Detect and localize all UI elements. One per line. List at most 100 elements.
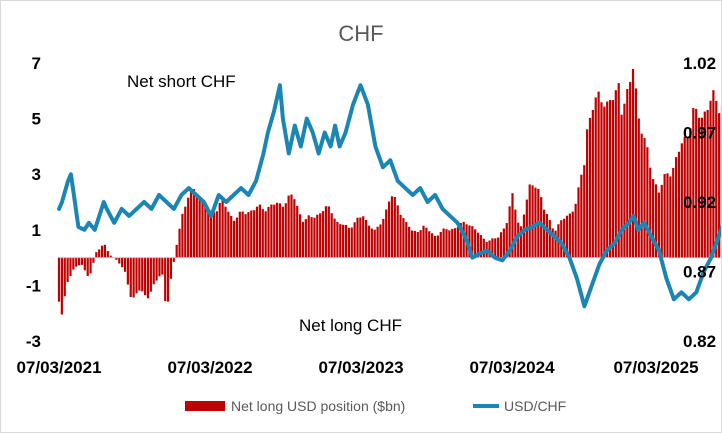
- x-tick-label: 07/03/2022: [167, 358, 252, 377]
- bar: [193, 189, 195, 257]
- bar: [445, 229, 447, 257]
- bar: [448, 230, 450, 257]
- bar: [354, 222, 356, 257]
- bar: [273, 205, 275, 258]
- bar: [239, 212, 241, 258]
- bar: [434, 236, 436, 258]
- right-tick-label: 0.87: [683, 263, 716, 282]
- bar: [712, 90, 714, 257]
- bar: [623, 104, 625, 258]
- bar: [600, 102, 602, 257]
- bar: [107, 251, 109, 258]
- bar: [615, 90, 617, 257]
- bar: [365, 220, 367, 258]
- bar: [374, 230, 376, 258]
- bar: [549, 220, 551, 258]
- bar: [150, 258, 152, 292]
- bar: [603, 107, 605, 258]
- bar: [133, 258, 135, 298]
- bar: [399, 215, 401, 258]
- bar: [575, 204, 577, 258]
- bar: [170, 258, 172, 279]
- bar: [664, 174, 666, 258]
- bar: [652, 179, 654, 258]
- bars-layer: [58, 69, 721, 315]
- bar: [204, 205, 206, 257]
- bar: [325, 206, 327, 257]
- bar: [293, 199, 295, 257]
- bar: [316, 215, 318, 258]
- bar: [253, 210, 255, 257]
- bar: [422, 226, 424, 258]
- bar: [333, 219, 335, 258]
- bar: [262, 209, 264, 258]
- bar: [569, 213, 571, 257]
- bar: [302, 222, 304, 258]
- bar: [98, 249, 100, 257]
- bar: [666, 173, 668, 257]
- bar: [256, 207, 258, 258]
- bar: [342, 225, 344, 258]
- bar: [167, 258, 169, 302]
- bar: [178, 229, 180, 258]
- bar: [313, 218, 315, 258]
- bar: [181, 214, 183, 258]
- annotation-net-short: Net short CHF: [127, 72, 236, 91]
- bar: [219, 203, 221, 258]
- bar: [213, 212, 215, 257]
- right-tick-label: 0.97: [683, 124, 716, 143]
- bar: [259, 205, 261, 258]
- bar: [176, 245, 178, 258]
- bar: [531, 185, 533, 257]
- bar: [443, 228, 445, 257]
- bar: [75, 258, 77, 267]
- bar: [305, 219, 307, 258]
- bar: [247, 212, 249, 257]
- bar: [402, 218, 404, 258]
- left-tick-label: 1: [32, 221, 41, 240]
- bar: [560, 220, 562, 257]
- bar: [199, 198, 201, 257]
- bar: [308, 215, 310, 257]
- bar: [265, 211, 267, 257]
- chart-legend: Net long USD position ($bn) USD/CHF: [185, 398, 566, 414]
- bar: [675, 157, 677, 257]
- bar: [81, 258, 83, 265]
- bar: [144, 258, 146, 296]
- bar: [161, 258, 163, 275]
- bar: [661, 185, 663, 258]
- bar: [678, 152, 680, 258]
- bar: [543, 210, 545, 258]
- bar: [620, 115, 622, 258]
- bar: [138, 258, 140, 291]
- bar: [669, 176, 671, 257]
- x-tick-label: 07/03/2025: [613, 358, 698, 377]
- bar: [164, 258, 166, 302]
- bar: [583, 165, 585, 257]
- bar: [397, 205, 399, 257]
- bar: [646, 147, 648, 257]
- bar: [428, 231, 430, 257]
- chart-title: CHF: [338, 21, 383, 46]
- bar: [155, 258, 157, 281]
- bar: [580, 175, 582, 258]
- bar: [394, 197, 396, 258]
- bar: [328, 206, 330, 257]
- bar: [546, 214, 548, 258]
- bar: [440, 232, 442, 258]
- bar: [609, 100, 611, 258]
- bar: [586, 129, 588, 257]
- bar: [285, 203, 287, 257]
- bar: [454, 228, 456, 257]
- bar: [371, 229, 373, 258]
- bar: [408, 227, 410, 258]
- bar: [385, 209, 387, 257]
- bar: [336, 222, 338, 258]
- bar: [411, 230, 413, 257]
- bar: [425, 228, 427, 258]
- bar: [612, 100, 614, 258]
- bar: [227, 212, 229, 258]
- bar: [420, 230, 422, 258]
- bar: [224, 207, 226, 258]
- bar: [288, 196, 290, 258]
